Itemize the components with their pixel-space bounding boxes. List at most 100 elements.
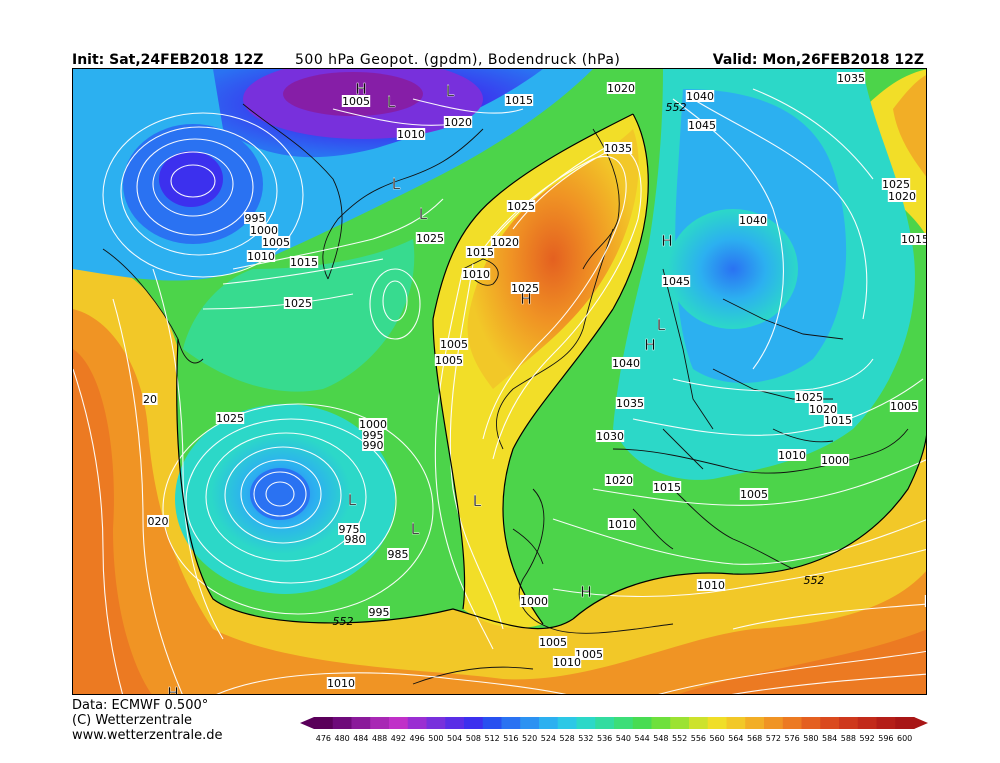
isobar-label-bg — [794, 391, 824, 403]
isobar-label: 1030 — [596, 430, 624, 443]
ridge-northeast-orange — [893, 75, 926, 177]
isobar-label: 1010 — [553, 656, 581, 669]
isobar-label: 1010 — [462, 268, 490, 281]
geopotential-contour-label: 552 — [666, 101, 687, 114]
isobar-label-bg — [344, 533, 366, 545]
legend-tick-label: 600 — [897, 734, 912, 743]
isobar-label-bg — [506, 200, 536, 212]
isobar-label: 1020 — [491, 236, 519, 249]
legend-swatch — [539, 717, 559, 729]
legend-swatch — [332, 717, 352, 729]
isobar-label-bg — [338, 523, 360, 535]
legend-tick-label: 516 — [503, 734, 518, 743]
legend-swatch — [632, 717, 652, 729]
color-legend: 476 480 484 488 492 496 500 504 508 512 516 520 524 5… — [300, 716, 928, 750]
isobar-label: 1015 — [901, 233, 927, 246]
legend-tick-label: 588 — [841, 734, 856, 743]
isobar-label-bg — [552, 656, 582, 668]
isobar-label: 1010 — [778, 449, 806, 462]
isobar-label-bg — [510, 282, 540, 294]
isobar-label-bg — [607, 518, 637, 530]
isobar-label-bg — [504, 94, 534, 106]
isobar-label-bg — [362, 439, 384, 451]
cold-pool-east-core — [668, 209, 798, 329]
legend-tick-label: 524 — [541, 734, 556, 743]
high-pressure-center: H — [520, 290, 531, 308]
legend-swatch — [557, 717, 577, 729]
isobar-label-bg — [615, 397, 645, 409]
isobar-label: 985 — [388, 548, 409, 561]
isobar-label: 975 — [339, 523, 360, 536]
isobar-label-bg — [604, 474, 634, 486]
legend-tick-label: 576 — [784, 734, 799, 743]
isobar-label: 1020 — [809, 403, 837, 416]
valid-time-label: Valid: Mon,26FEB2018 12Z — [712, 52, 924, 68]
legend-tick-label: 496 — [409, 734, 424, 743]
isobar-label-bg — [611, 357, 641, 369]
legend-swatch — [895, 717, 915, 729]
trough-core-inner — [283, 72, 423, 116]
central-teal — [183, 239, 415, 392]
isobar-label: 1005 — [539, 636, 567, 649]
legend-tick-label: 568 — [747, 734, 762, 743]
legend-swatch — [782, 717, 802, 729]
isobar-label: 1010 — [608, 518, 636, 531]
data-source-credit: Data: ECMWF 0.500° — [72, 698, 209, 713]
map-title: 500 hPa Geopot. (gpdm), Bodendruck (hPa) — [295, 52, 621, 68]
isobar-label-bg — [924, 595, 926, 607]
legend-swatch — [520, 717, 540, 729]
isobar-label-bg — [808, 403, 838, 415]
low-pressure-center: L — [419, 205, 428, 223]
legend-arrow-left — [300, 717, 314, 729]
legend-tick-label: 548 — [653, 734, 668, 743]
legend-tick-label: 480 — [334, 734, 349, 743]
legend-tick-label: 556 — [691, 734, 706, 743]
isobar-label: 1005 — [262, 236, 290, 249]
isobar-label: 1010 — [327, 677, 355, 690]
legend-tick-label: 584 — [822, 734, 837, 743]
legend-swatch — [670, 717, 690, 729]
isobar-label: 1025 — [284, 297, 312, 310]
legend-swatch — [857, 717, 877, 729]
isobar-label-bg — [490, 236, 520, 248]
isobar-label: 1005 — [342, 95, 370, 108]
isobar-label-bg — [249, 224, 279, 236]
isobar-label-bg — [396, 128, 426, 140]
isobar-label-bg — [574, 648, 604, 660]
low-pressure-center: L — [387, 93, 396, 111]
isobar-label: 1020 — [444, 116, 472, 129]
isobar-label-bg — [215, 412, 245, 424]
legend-tick-label: 592 — [859, 734, 874, 743]
isobar-label: 1040 — [686, 90, 714, 103]
ridge-orange — [467, 129, 639, 389]
isobar-label-bg — [777, 449, 807, 461]
isobar-label-bg — [889, 400, 919, 412]
atlantic-low-core — [250, 468, 310, 520]
isobar-label: 995 — [363, 429, 384, 442]
isobar-label: 1025 — [416, 232, 444, 245]
isobar-label-bg — [362, 429, 384, 441]
legend-tick-label: 564 — [728, 734, 743, 743]
legend-swatch — [820, 717, 840, 729]
isobar-label: 995 — [245, 212, 266, 225]
isobar-label: 1010 — [247, 250, 275, 263]
legend-tick-label: 508 — [466, 734, 481, 743]
isobar-label: 1010 — [697, 579, 725, 592]
isobar-label: 1020 — [607, 82, 635, 95]
legend-swatch — [426, 717, 446, 729]
isobar-label: 1005 — [740, 488, 768, 501]
legend-tick-label: 536 — [597, 734, 612, 743]
isobar-label: 1005 — [575, 648, 603, 661]
legend-swatch — [876, 717, 896, 729]
hot-region-west — [73, 349, 152, 694]
isobar-label-bg — [387, 548, 409, 560]
legend-tick-label: 492 — [391, 734, 406, 743]
isobar-label-bg — [887, 190, 917, 202]
geopotential-contour-label: 552 — [333, 615, 354, 628]
legend-swatch — [726, 717, 746, 729]
isobar-label: 1020 — [605, 474, 633, 487]
isobar-label-bg — [696, 579, 726, 591]
legend-swatch — [445, 717, 465, 729]
isobar-label-bg — [147, 515, 169, 527]
isobar-label-bg — [261, 236, 291, 248]
